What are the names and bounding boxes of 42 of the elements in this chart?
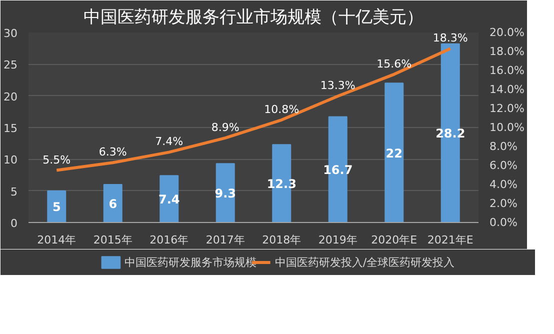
data-label: 7.4% <box>155 135 184 148</box>
y2-tick-label: 10.0% <box>490 121 524 134</box>
data-label: 6.3% <box>98 146 127 159</box>
bar <box>47 190 66 222</box>
x-tick-label: 2016年 <box>150 234 189 246</box>
x-tick-label: 2020年E <box>371 234 418 246</box>
data-label: 5.5% <box>42 153 71 166</box>
x-tick-label: 2021年E <box>427 234 474 246</box>
data-label: 6 <box>108 197 118 211</box>
y-tick-label: 5 <box>10 185 18 198</box>
y-tick-label: 20 <box>4 90 18 104</box>
y2-tick-label: 12.0% <box>490 102 524 115</box>
data-label: 15.6% <box>376 57 412 70</box>
y2-tick-label: 18.0% <box>490 45 524 58</box>
y2-tick-label: 20.0% <box>490 26 524 39</box>
y2-tick-label: 2.0% <box>490 197 518 210</box>
y-tick-label: 0 <box>10 217 18 230</box>
bar <box>103 184 122 222</box>
data-label: 8.9% <box>211 120 240 134</box>
data-label: 22 <box>386 146 402 160</box>
data-label: 13.3% <box>320 79 356 92</box>
y-tick-label: 15 <box>4 122 18 135</box>
y-tick-label: 30 <box>4 27 18 40</box>
x-tick-label: 2015年 <box>93 234 132 246</box>
x-tick-label: 2019年 <box>318 234 358 246</box>
bar <box>384 82 404 222</box>
x-tick-label: 2014年 <box>37 234 76 246</box>
data-label: 10.8% <box>264 102 300 116</box>
y2-tick-label: 6.0% <box>490 159 518 172</box>
legend-label: 中国医药研发投入/全球医药研发投入 <box>274 256 455 269</box>
data-label: 18.3% <box>432 32 468 45</box>
x-tick-label: 2018年 <box>262 234 302 246</box>
x-tick-label: 2017年 <box>206 234 245 246</box>
y-tick-label: 10 <box>4 154 18 167</box>
y2-tick-label: 4.0% <box>490 178 518 191</box>
y2-tick-label: 8.0% <box>490 140 518 153</box>
chart-title: 中国医药研发服务行业市场规模（十亿美元） <box>84 8 424 28</box>
y2-tick-label: 0.0% <box>490 216 518 229</box>
y-tick-label: 25 <box>4 58 18 72</box>
y2-tick-label: 16.0% <box>490 64 524 77</box>
y2-tick-label: 14.0% <box>490 83 524 96</box>
data-label: 5 <box>52 200 61 214</box>
